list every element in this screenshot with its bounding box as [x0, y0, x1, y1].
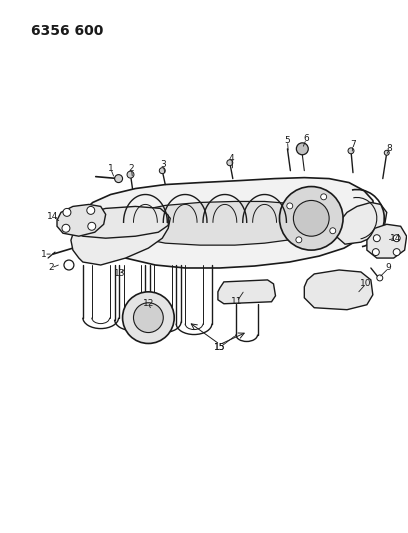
Circle shape [377, 275, 383, 281]
Circle shape [122, 292, 174, 343]
Circle shape [393, 235, 400, 241]
Text: 3: 3 [160, 160, 166, 169]
Circle shape [159, 168, 165, 174]
Text: 14: 14 [390, 233, 401, 243]
Circle shape [287, 203, 293, 209]
Text: 14: 14 [47, 212, 59, 221]
Circle shape [296, 143, 308, 155]
Text: 1: 1 [41, 249, 47, 259]
Text: 7: 7 [350, 140, 356, 149]
Circle shape [330, 228, 336, 234]
Circle shape [88, 222, 96, 230]
Text: 4: 4 [229, 154, 235, 163]
Text: 1: 1 [108, 164, 113, 173]
Polygon shape [76, 177, 375, 268]
Text: 15: 15 [214, 343, 226, 352]
Circle shape [62, 224, 70, 232]
Text: 13: 13 [114, 270, 125, 278]
Text: 8: 8 [387, 144, 392, 154]
Text: 5: 5 [284, 136, 290, 146]
Polygon shape [336, 203, 387, 244]
Circle shape [227, 160, 233, 166]
Text: 2: 2 [129, 164, 134, 173]
Polygon shape [367, 224, 407, 258]
Polygon shape [57, 205, 106, 236]
Circle shape [321, 194, 327, 200]
Polygon shape [218, 280, 275, 304]
Circle shape [63, 208, 71, 216]
Polygon shape [73, 206, 168, 238]
Circle shape [393, 248, 400, 256]
Circle shape [64, 260, 74, 270]
Circle shape [279, 187, 343, 250]
Circle shape [373, 248, 379, 256]
Text: 12: 12 [143, 299, 154, 308]
Circle shape [373, 235, 380, 241]
Polygon shape [304, 270, 373, 310]
Circle shape [293, 200, 329, 236]
Circle shape [296, 237, 302, 243]
Circle shape [133, 303, 163, 333]
Polygon shape [71, 211, 170, 265]
Polygon shape [129, 201, 321, 245]
Text: 6: 6 [304, 134, 309, 143]
Circle shape [87, 206, 95, 214]
Text: 6356 600: 6356 600 [31, 23, 104, 38]
Circle shape [115, 175, 122, 183]
Text: 9: 9 [386, 263, 392, 272]
Text: 2: 2 [48, 263, 54, 272]
Text: 15: 15 [214, 343, 226, 352]
Text: 11: 11 [231, 297, 242, 306]
Circle shape [127, 171, 134, 178]
Circle shape [348, 148, 354, 154]
Text: 10: 10 [360, 279, 372, 288]
Circle shape [384, 150, 389, 155]
